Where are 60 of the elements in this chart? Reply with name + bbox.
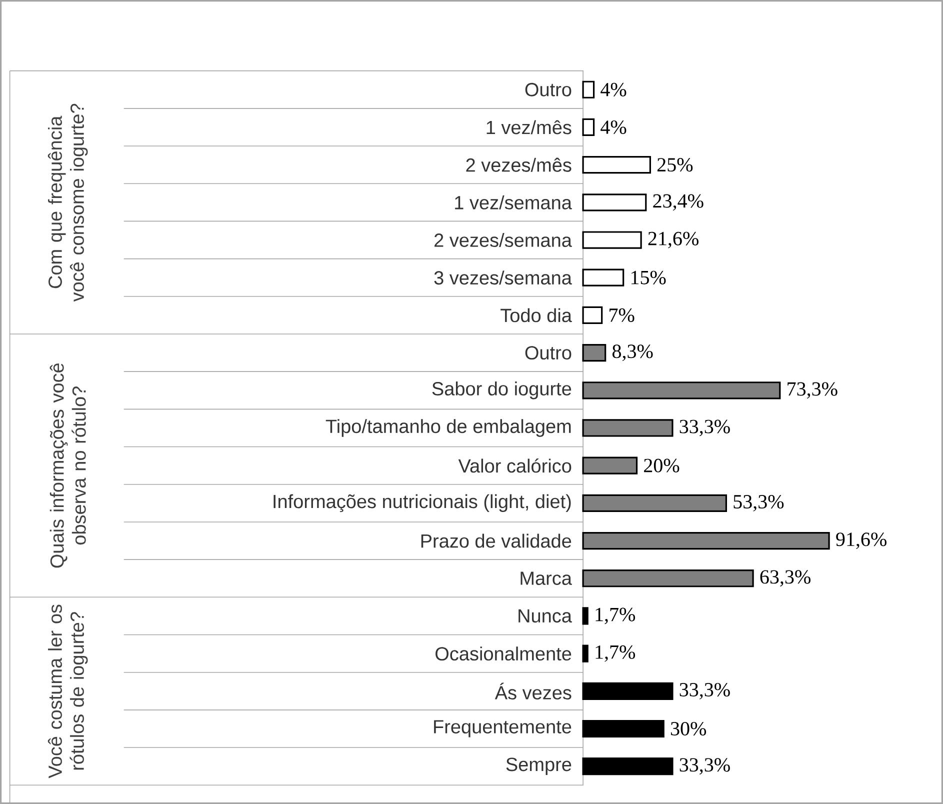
y-tick-label: 1 vez/mês xyxy=(486,120,572,134)
data-label: 23,4% xyxy=(653,194,704,211)
data-label: 15% xyxy=(631,270,666,284)
y-tick-label: Valor calórico xyxy=(458,458,572,473)
data-label: 1,7% xyxy=(596,608,636,624)
data-label: 33,3% xyxy=(680,420,730,436)
y-tick-label: Outro xyxy=(525,346,572,360)
y-tick-label: Marca xyxy=(520,572,572,586)
bar xyxy=(582,231,642,249)
y-tick-label: Todo dia xyxy=(500,308,572,322)
y-tick-label: Frequentemente xyxy=(434,720,572,738)
data-label: 21,6% xyxy=(648,232,698,248)
data-label: 73,3% xyxy=(788,382,838,399)
data-label: 20% xyxy=(644,458,680,472)
y-tick-label: Ás vezes xyxy=(494,682,572,700)
y-tick-label: Sempre xyxy=(506,758,572,775)
bar xyxy=(582,419,674,437)
bar xyxy=(582,118,595,136)
data-label: 53,3% xyxy=(734,495,784,512)
y-tick-label: Sabor do iogurte xyxy=(432,382,572,400)
bar xyxy=(582,456,638,474)
text: Você costuma ler os rótulos de iogurte? xyxy=(48,604,88,778)
y-tick-label: Tipo/tamanho de embalagem xyxy=(326,419,571,437)
data-label: 7% xyxy=(610,308,634,322)
y-tick-label: 1 vez/semana xyxy=(455,195,572,210)
data-label: 63,3% xyxy=(760,570,810,587)
bar xyxy=(582,306,603,324)
y-tick-label: Outro xyxy=(525,82,572,96)
bar xyxy=(582,194,647,212)
y-tick-label: Informações nutricionais (light, diet) xyxy=(274,494,571,512)
data-label: 4% xyxy=(600,120,626,134)
data-label: 1,7% xyxy=(596,645,636,662)
bar xyxy=(582,494,727,512)
bar xyxy=(582,607,588,625)
data-label: 33,3% xyxy=(680,758,730,775)
bar xyxy=(582,570,754,588)
y-tick-label: Ocasionalmente xyxy=(436,646,572,661)
data-label: 33,3% xyxy=(680,682,730,700)
data-label: 8,3% xyxy=(612,344,653,362)
data-label: 4% xyxy=(600,82,626,96)
bar xyxy=(582,156,651,174)
bar xyxy=(582,382,781,400)
bar xyxy=(582,758,674,776)
y-tick-label: 2 vezes/semana xyxy=(434,233,572,248)
data-label: 30% xyxy=(670,722,706,736)
bar xyxy=(582,80,595,98)
data-label: 25% xyxy=(657,158,693,172)
y-tick-label: Nunca xyxy=(518,609,572,623)
y-tick-label: Prazo de validade xyxy=(421,534,572,548)
bar xyxy=(582,720,664,738)
bar xyxy=(582,268,624,286)
data-label: 91,6% xyxy=(836,532,886,549)
text: Com que frequência você consome iogurte? xyxy=(48,104,88,302)
y-tick-label: 2 vezes/mês xyxy=(466,158,572,172)
bar xyxy=(582,344,606,362)
bar xyxy=(582,532,830,550)
bar xyxy=(582,644,588,662)
y-tick-label: 3 vezes/semana xyxy=(434,270,572,285)
bar xyxy=(582,682,674,700)
text: Quais informações você observa no rótulo? xyxy=(50,363,86,568)
